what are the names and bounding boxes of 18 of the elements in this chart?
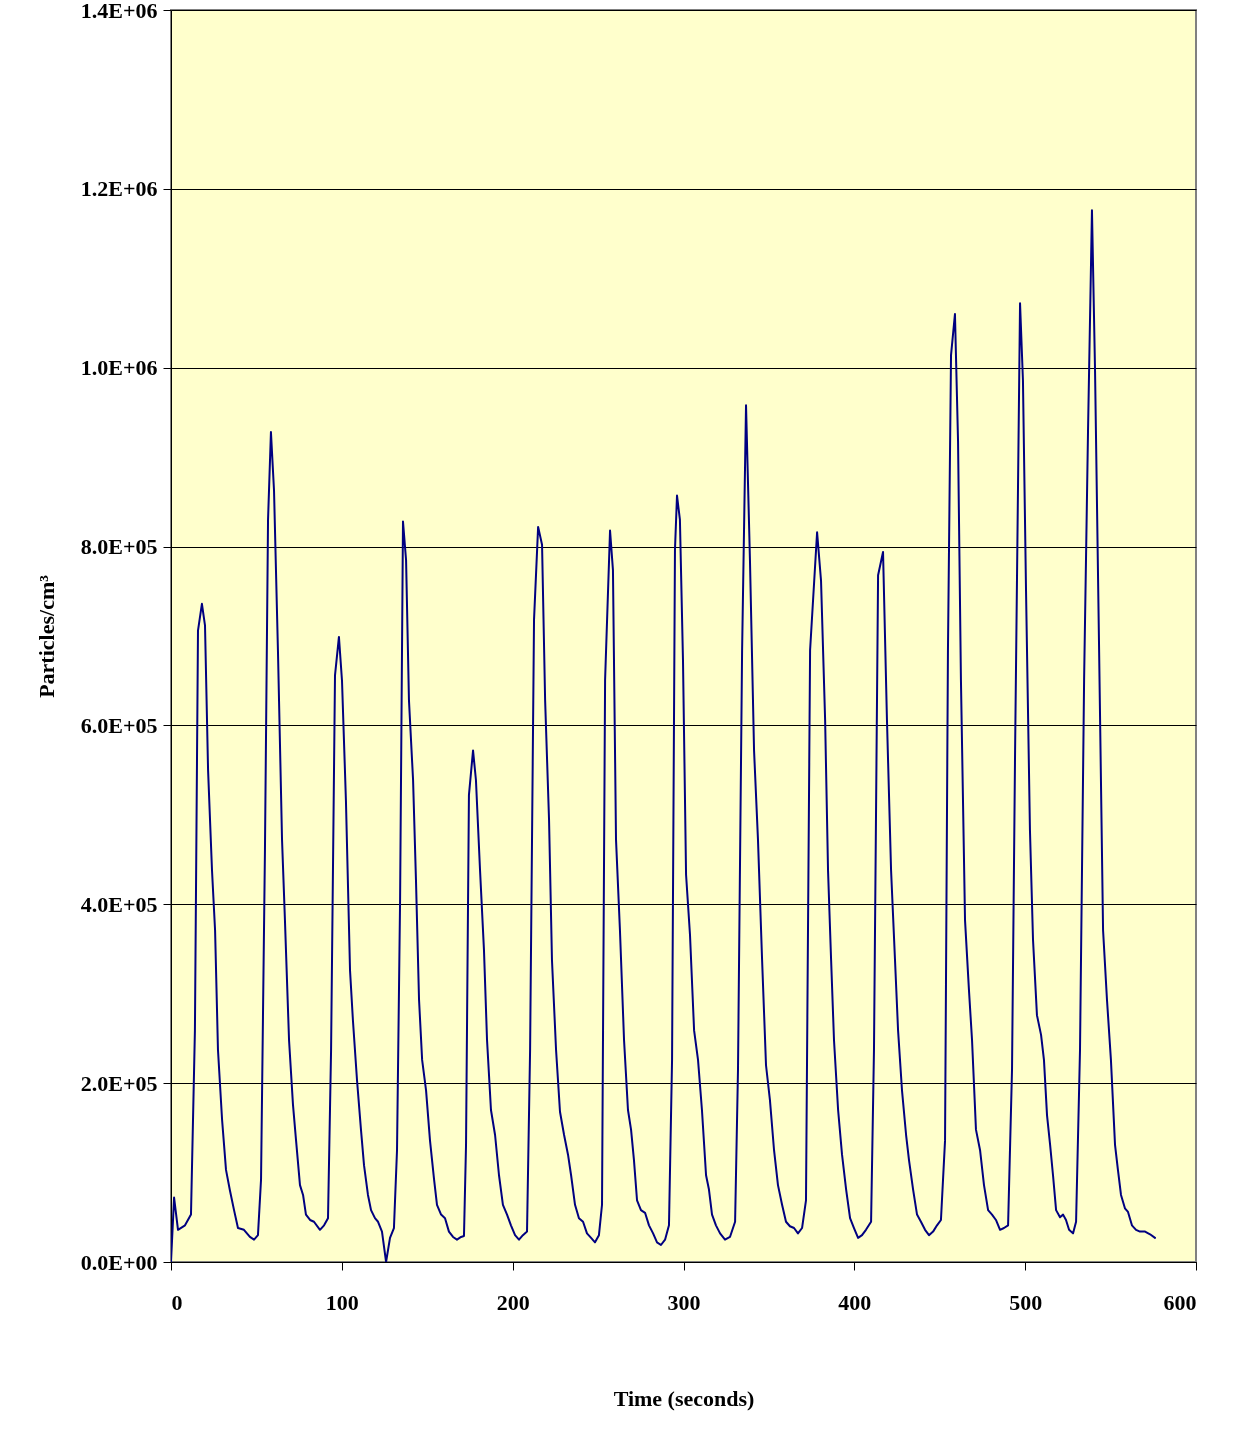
y-tick-label: 8.0E+05 [80,534,158,560]
x-axis-title: Time (seconds) [613,1385,755,1411]
y-tick-label: 6.0E+05 [80,712,158,738]
y-axis-title: Particles/cm³ [33,574,59,698]
y-tick-label: 1.2E+06 [80,176,158,202]
x-tick-label: 0 [171,1289,183,1315]
x-tick-label: 200 [496,1289,530,1315]
x-tick-label: 500 [1009,1289,1043,1315]
x-tick-label: 300 [667,1289,701,1315]
x-tick-label: 400 [838,1289,872,1315]
x-tick-label: 600 [1163,1289,1197,1315]
line-series [171,209,1156,1262]
y-tick-label: 4.0E+05 [80,891,158,917]
x-tick-label: 100 [325,1289,359,1315]
y-tick-label: 2.0E+05 [80,1070,158,1096]
y-tick-label: 1.4E+06 [80,0,158,23]
y-tick-label: 1.0E+06 [80,355,158,381]
y-tick-label: 0.0E+00 [80,1249,158,1275]
